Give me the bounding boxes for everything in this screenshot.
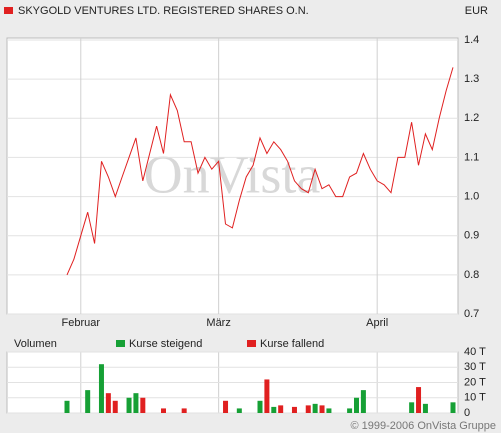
watermark: OnVista: [144, 144, 321, 204]
volume-bar: [133, 393, 139, 413]
y-tick-label: 1.4: [464, 34, 479, 46]
price-plot: [6, 37, 459, 315]
volume-bar: [291, 406, 297, 413]
volume-bar: [140, 397, 146, 413]
currency-label: EUR: [465, 5, 488, 17]
volume-bar: [64, 400, 70, 413]
legend-label: Kurse fallend: [260, 338, 324, 350]
y-tick-label: 30 T: [464, 361, 486, 373]
volume-bar: [105, 393, 111, 413]
y-tick-label: 20 T: [464, 376, 486, 388]
y-tick-label: 1.2: [464, 112, 479, 124]
x-tick-label: März: [206, 317, 230, 329]
legend-label: Kurse steigend: [129, 338, 202, 350]
y-tick-label: 1.0: [464, 190, 479, 202]
volume-bar: [409, 402, 415, 413]
x-tick-label: April: [366, 317, 388, 329]
y-tick-label: 1.1: [464, 151, 479, 163]
legend-swatch: [247, 340, 256, 347]
legend-swatch: [4, 7, 13, 14]
volume-bar: [223, 400, 229, 413]
y-tick-label: 40 T: [464, 346, 486, 358]
y-tick-label: 1.3: [464, 73, 479, 85]
copyright: © 1999-2006 OnVista Gruppe: [351, 420, 497, 432]
volume-title: Volumen: [14, 338, 57, 350]
x-tick-label: Februar: [62, 317, 101, 329]
volume-bar: [236, 408, 242, 413]
volume-bar: [312, 403, 318, 413]
volume-bar: [264, 379, 270, 413]
price-line: [66, 67, 454, 276]
volume-bar: [450, 402, 456, 413]
volume-bar: [257, 400, 263, 413]
volume-bar: [161, 408, 166, 413]
volume-bar: [98, 364, 104, 413]
legend-swatch: [116, 340, 125, 347]
volume-bar: [85, 390, 91, 413]
volume-bar: [422, 403, 428, 413]
volume-bar: [126, 397, 132, 413]
volume-bar: [347, 408, 353, 413]
volume-bar: [416, 387, 422, 413]
volume-bar: [354, 397, 359, 413]
volume-bar: [181, 408, 187, 413]
volume-bar: [278, 405, 284, 413]
y-tick-label: 10 T: [464, 392, 486, 404]
volume-bar: [326, 408, 332, 413]
y-tick-label: 0.8: [464, 269, 479, 281]
volume-bar: [271, 406, 277, 413]
y-tick-label: 0.7: [464, 308, 479, 320]
volume-bar: [319, 405, 325, 413]
y-tick-label: 0: [464, 407, 470, 419]
legend-label: SKYGOLD VENTURES LTD. REGISTERED SHARES …: [18, 5, 309, 17]
volume-bar: [112, 400, 118, 413]
volume-bar: [305, 405, 311, 413]
volume-bar: [360, 390, 366, 413]
y-tick-label: 0.9: [464, 230, 479, 242]
